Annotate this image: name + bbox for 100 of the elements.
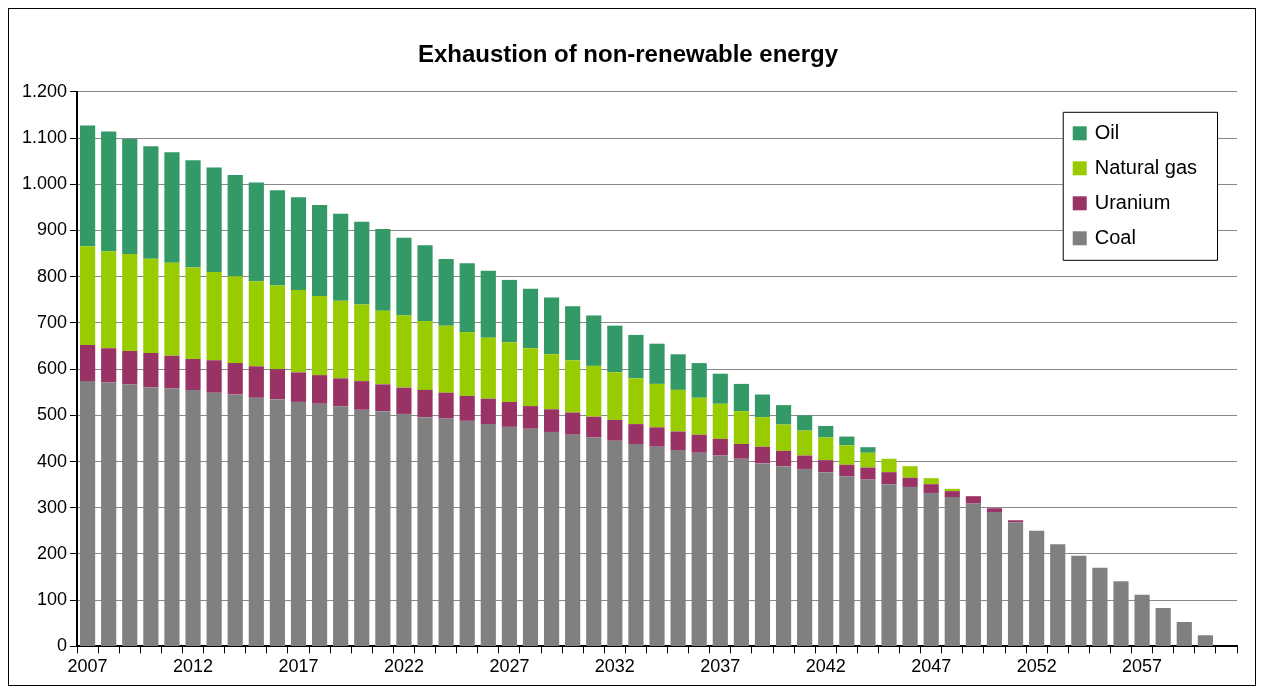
bar xyxy=(775,405,792,425)
bar xyxy=(417,245,433,322)
bar xyxy=(607,419,623,441)
bar xyxy=(501,401,517,427)
y-tick-label: 600 xyxy=(37,358,68,379)
bar xyxy=(797,455,813,469)
bar xyxy=(923,478,939,485)
bar xyxy=(1176,621,1192,646)
bar xyxy=(143,146,159,259)
y-tick-label: 800 xyxy=(37,265,68,286)
bar xyxy=(269,369,285,400)
bar xyxy=(691,434,707,453)
bar xyxy=(164,262,180,356)
bar xyxy=(143,352,159,388)
bar xyxy=(122,254,138,352)
bar xyxy=(860,467,876,480)
bar xyxy=(1007,520,1024,523)
bar xyxy=(860,452,876,468)
bar xyxy=(986,508,1003,512)
bar xyxy=(565,360,581,413)
bar xyxy=(902,477,918,487)
bar xyxy=(649,383,665,428)
y-tick-label: 300 xyxy=(37,496,68,517)
bar xyxy=(775,424,792,451)
bar xyxy=(965,496,981,504)
bar xyxy=(396,315,412,388)
bar xyxy=(628,378,644,425)
x-tick-label: 2022 xyxy=(383,656,424,677)
bar xyxy=(543,409,560,432)
bar xyxy=(565,412,581,435)
bar xyxy=(375,384,391,412)
bar xyxy=(269,190,285,286)
bar xyxy=(543,354,560,410)
bar xyxy=(354,381,370,410)
bar xyxy=(522,288,539,349)
bar xyxy=(628,334,644,379)
bar xyxy=(501,342,517,402)
bar xyxy=(607,325,623,373)
x-tick-label: 2012 xyxy=(173,656,214,677)
bar xyxy=(1155,608,1171,646)
bar xyxy=(733,443,749,459)
bar xyxy=(396,237,412,316)
y-tick-label: 1.200 xyxy=(22,80,68,101)
bar xyxy=(754,394,771,418)
x-tick-label: 2047 xyxy=(911,656,952,677)
bar xyxy=(143,258,159,353)
bar xyxy=(649,427,665,447)
legend-label: Uranium xyxy=(1094,190,1171,213)
y-tick-label: 1.100 xyxy=(22,126,68,147)
bar xyxy=(396,387,412,414)
bar xyxy=(586,365,602,417)
legend-label: Coal xyxy=(1094,225,1136,248)
bar xyxy=(480,270,496,338)
bar xyxy=(438,325,454,393)
x-tick-label: 2027 xyxy=(489,656,530,677)
x-tick-label: 2052 xyxy=(1016,656,1057,677)
bar xyxy=(459,332,475,396)
bar xyxy=(797,430,813,456)
bar xyxy=(712,403,728,439)
bar xyxy=(881,472,897,485)
y-tick-label: 900 xyxy=(37,219,68,240)
bar xyxy=(733,411,749,444)
x-tick-label: 2032 xyxy=(594,656,635,677)
bar xyxy=(586,315,602,366)
bar xyxy=(670,431,686,450)
bar xyxy=(438,259,454,326)
bar xyxy=(185,267,201,359)
bar xyxy=(818,437,834,461)
bar xyxy=(839,464,855,477)
bar xyxy=(122,351,138,385)
bar xyxy=(818,460,834,473)
bar xyxy=(480,398,496,425)
bar xyxy=(375,229,391,311)
bar xyxy=(206,167,222,273)
y-tick-label: 100 xyxy=(37,589,68,610)
bar xyxy=(248,281,264,367)
y-tick-label: 1.000 xyxy=(22,173,68,194)
bar xyxy=(839,445,855,465)
bar xyxy=(565,306,581,361)
bar xyxy=(733,383,749,412)
bar xyxy=(80,125,96,247)
bar xyxy=(754,446,771,464)
x-tick-label: 2042 xyxy=(805,656,846,677)
bar xyxy=(122,138,138,255)
bar xyxy=(164,152,180,263)
bar xyxy=(923,484,939,493)
y-tick-label: 500 xyxy=(37,404,68,425)
bar xyxy=(354,304,370,382)
bar xyxy=(902,466,918,478)
bar xyxy=(290,290,307,373)
bar xyxy=(248,182,264,282)
bar xyxy=(311,375,328,404)
bar xyxy=(649,343,665,384)
bar xyxy=(691,363,707,398)
bar xyxy=(480,337,496,399)
bar xyxy=(206,272,222,361)
bar xyxy=(185,160,201,268)
bar xyxy=(206,360,222,393)
x-tick-label: 2017 xyxy=(278,656,319,677)
bar xyxy=(501,279,517,343)
